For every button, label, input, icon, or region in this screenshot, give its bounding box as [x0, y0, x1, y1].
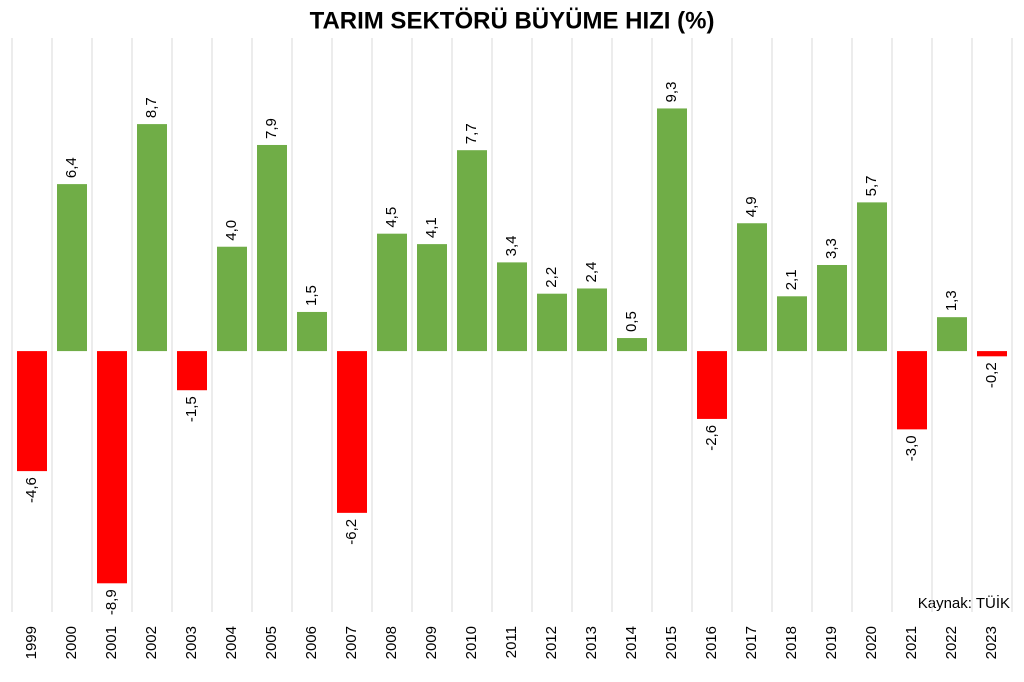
value-label: 1,3	[943, 290, 960, 311]
value-label: -1,5	[183, 396, 200, 422]
bar	[537, 293, 567, 352]
x-tick-label: 2011	[503, 626, 520, 658]
x-tick-label: 2003	[183, 626, 200, 659]
x-tick-label: 2016	[703, 626, 720, 659]
x-tick-label: 2014	[623, 626, 640, 659]
x-tick-label: 2017	[743, 626, 760, 659]
x-tick-label: 2004	[223, 626, 240, 659]
value-label: 4,0	[223, 220, 240, 241]
x-tick-label: 2013	[583, 626, 600, 659]
x-tick-label: 2012	[543, 626, 560, 659]
bar	[937, 317, 967, 352]
x-tick-label: 2000	[63, 626, 80, 659]
value-label: 3,4	[503, 236, 520, 257]
value-label: -3,0	[903, 435, 920, 461]
value-label: 4,1	[423, 217, 440, 238]
bar	[57, 184, 87, 352]
value-label: -8,9	[103, 589, 120, 615]
bar	[457, 150, 487, 352]
bar	[497, 262, 527, 352]
value-label: 0,5	[623, 311, 640, 332]
x-tick-label: 2009	[423, 626, 440, 659]
x-tick-label: 2006	[303, 626, 320, 659]
value-label: 5,7	[863, 176, 880, 197]
bar	[417, 244, 447, 352]
bar	[257, 144, 287, 352]
value-label: 7,9	[263, 118, 280, 139]
bar	[137, 124, 167, 352]
bar	[177, 351, 207, 391]
x-tick-label: 2002	[143, 626, 160, 659]
bar	[217, 246, 247, 352]
bar	[817, 264, 847, 352]
x-tick-label: 2008	[383, 626, 400, 659]
chart-title: TARIM SEKTÖRÜ BÜYÜME HIZI (%)	[310, 7, 715, 34]
x-tick-label: 2023	[983, 626, 1000, 659]
value-label: -6,2	[343, 519, 360, 545]
x-tick-label: 2020	[863, 626, 880, 659]
bar	[977, 351, 1007, 357]
x-tick-label: 2018	[783, 626, 800, 659]
value-label: 3,3	[823, 238, 840, 259]
x-tick-label: 2019	[823, 626, 840, 659]
x-tick-label: 2007	[343, 626, 360, 659]
bar	[377, 233, 407, 352]
bar	[17, 351, 47, 472]
value-label: 9,3	[663, 82, 680, 103]
value-label: 6,4	[63, 157, 80, 178]
x-tick-label: 2001	[103, 626, 120, 659]
value-label: 1,5	[303, 285, 320, 306]
bar	[577, 288, 607, 352]
value-label: 2,1	[783, 269, 800, 290]
bar	[857, 202, 887, 352]
value-label: 4,9	[743, 196, 760, 217]
bar	[617, 338, 647, 352]
source-note: Kaynak: TÜİK	[918, 594, 1010, 612]
value-label: -2,6	[703, 425, 720, 451]
bar	[777, 296, 807, 352]
x-tick-label: 1999	[23, 626, 40, 659]
value-label: -4,6	[23, 477, 40, 503]
value-label: -0,2	[983, 362, 1000, 388]
value-label: 4,5	[383, 207, 400, 228]
x-tick-label: 2010	[463, 626, 480, 659]
bar	[697, 351, 727, 419]
x-tick-label: 2015	[663, 626, 680, 659]
value-label: 8,7	[143, 97, 160, 118]
x-tick-label: 2022	[943, 626, 960, 659]
bar	[337, 351, 367, 513]
value-label: 2,4	[583, 262, 600, 283]
bar	[657, 108, 687, 352]
bar	[897, 351, 927, 430]
value-label: 7,7	[463, 123, 480, 144]
bar	[97, 351, 127, 584]
value-label: 2,2	[543, 267, 560, 288]
x-tick-label: 2005	[263, 626, 280, 659]
bar	[297, 311, 327, 352]
bar	[737, 223, 767, 352]
x-tick-label: 2021	[903, 626, 920, 659]
